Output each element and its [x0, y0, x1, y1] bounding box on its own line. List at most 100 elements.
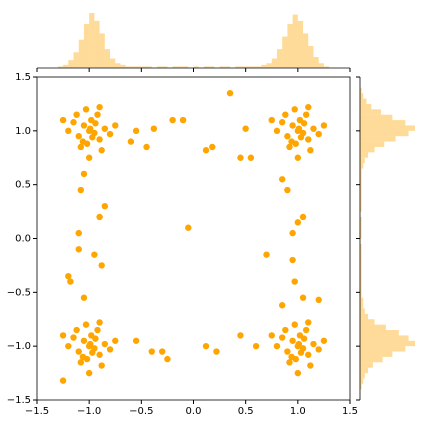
- y-hist-bar: [360, 308, 365, 314]
- y-hist-bar: [360, 168, 362, 174]
- point: [284, 186, 291, 194]
- plot-frame: [36, 76, 351, 401]
- x-hist-bar: [303, 33, 309, 68]
- point: [299, 213, 307, 221]
- x-tick-label: 1.0: [290, 406, 306, 417]
- point: [94, 111, 101, 118]
- point: [112, 337, 119, 344]
- point: [75, 229, 82, 237]
- x-hist-bar: [261, 64, 267, 68]
- point: [252, 342, 260, 350]
- point: [278, 119, 286, 126]
- point: [297, 349, 305, 356]
- y-tick-label: 1.5: [15, 72, 31, 83]
- point: [96, 319, 103, 326]
- x-tick-label: 1.5: [342, 406, 358, 417]
- x-hist-bar: [266, 63, 272, 68]
- point: [294, 219, 302, 226]
- point: [291, 321, 298, 328]
- y-hist-bar: [360, 362, 373, 368]
- point: [305, 351, 312, 358]
- point: [92, 120, 99, 127]
- point: [299, 294, 307, 301]
- y-hist-bar: [360, 265, 362, 271]
- point: [305, 319, 312, 326]
- x-hist-bar: [73, 52, 79, 68]
- point: [59, 377, 67, 384]
- x-hist-bar: [193, 66, 199, 68]
- point: [73, 326, 80, 334]
- point: [315, 346, 322, 353]
- x-hist-bar: [297, 20, 304, 68]
- x-hist-bar: [245, 66, 251, 68]
- x-hist-bar: [256, 66, 262, 68]
- y-hist-bar: [360, 233, 362, 239]
- x-hist-bar: [57, 66, 64, 68]
- point: [148, 348, 155, 355]
- y-hist-bar: [360, 378, 364, 384]
- point: [268, 116, 275, 124]
- y-hist-bar: [360, 93, 364, 99]
- point: [278, 334, 286, 341]
- point: [92, 335, 99, 342]
- point: [226, 89, 234, 97]
- x-hist-bar: [156, 66, 163, 68]
- point: [79, 138, 87, 145]
- point: [77, 186, 85, 194]
- point: [315, 130, 322, 138]
- point: [305, 103, 312, 111]
- point: [237, 154, 244, 161]
- x-hist-bar: [110, 58, 116, 68]
- point: [150, 125, 158, 132]
- point: [302, 111, 310, 118]
- point: [278, 302, 286, 309]
- point: [65, 272, 72, 280]
- y-tick-label: 1.0: [15, 126, 31, 137]
- point: [132, 127, 140, 135]
- y-hist-bar: [360, 125, 415, 131]
- point: [85, 154, 93, 161]
- y-hist-bar: [360, 281, 362, 287]
- point: [300, 120, 308, 127]
- y-hist-bar: [360, 351, 393, 357]
- x-tick-label: −1.0: [77, 406, 101, 417]
- x-hist-bar: [83, 24, 90, 68]
- point: [59, 116, 67, 124]
- point: [96, 136, 103, 143]
- point: [297, 134, 305, 141]
- point: [320, 337, 328, 344]
- x-hist-bar: [99, 33, 105, 68]
- point: [284, 348, 291, 355]
- x-hist-bar: [318, 63, 324, 68]
- point: [143, 143, 150, 151]
- point: [106, 130, 114, 138]
- x-hist-bar: [323, 66, 330, 68]
- point: [310, 125, 317, 132]
- point: [73, 111, 80, 118]
- point: [96, 213, 103, 221]
- y-hist-bar: [360, 200, 362, 207]
- point: [169, 116, 176, 124]
- point: [77, 143, 85, 151]
- y-hist-bar: [360, 383, 362, 390]
- point: [278, 176, 286, 183]
- x-hist-bar: [115, 63, 121, 68]
- y-hist-bar: [360, 243, 362, 250]
- y-hist-bar: [360, 141, 385, 147]
- y-hist-bar: [360, 206, 362, 212]
- point: [82, 106, 90, 113]
- point: [291, 106, 298, 113]
- y-hist-bar: [360, 146, 375, 153]
- y-hist-bar: [360, 324, 386, 331]
- y-hist-bar: [360, 152, 369, 158]
- point: [307, 362, 314, 369]
- point: [164, 355, 171, 363]
- point: [80, 170, 88, 178]
- y-hist-bar: [360, 120, 406, 126]
- y-hist-bar: [360, 179, 362, 185]
- point: [94, 326, 101, 334]
- point: [310, 340, 317, 348]
- point: [77, 359, 85, 366]
- y-hist-bar: [360, 319, 375, 325]
